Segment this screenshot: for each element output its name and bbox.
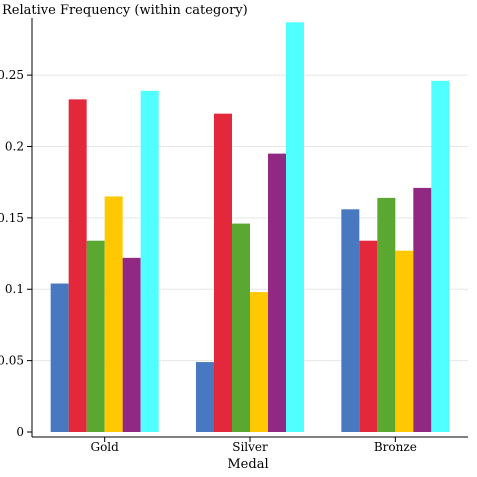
y-axis-ticks: 0 0.05 0.1 0.15 0.2 0.25 [0,68,32,439]
bar [140,90,159,433]
bar [395,250,414,432]
bar [104,196,123,432]
x-axis-title: Medal [227,457,268,472]
y-tick-label: 0.1 [5,282,24,296]
bar [214,113,232,432]
bar [232,223,250,432]
bar [268,153,286,432]
x-tick-label: Bronze [374,440,417,454]
bar [359,240,378,432]
bar [341,209,360,432]
x-axis-ticks: Gold Silver Bronze [90,437,417,454]
y-axis-title: Relative Frequency (within category) [2,3,248,18]
y-tick-label: 0.05 [0,354,24,368]
bar [196,362,214,432]
bar [413,187,432,432]
bar [122,257,141,432]
bar [431,80,450,433]
y-tick-label: 0.15 [0,211,24,225]
bar [377,197,396,432]
bars [50,22,450,433]
x-tick-label: Silver [232,440,268,454]
y-tick-label: 0 [16,425,24,439]
y-tick-label: 0.25 [0,68,24,82]
x-tick-label: Gold [90,440,119,454]
bar [286,22,304,433]
bar [68,99,87,433]
bar [50,283,69,432]
y-tick-label: 0.2 [5,139,24,153]
bar [250,292,268,432]
bar [86,240,105,432]
